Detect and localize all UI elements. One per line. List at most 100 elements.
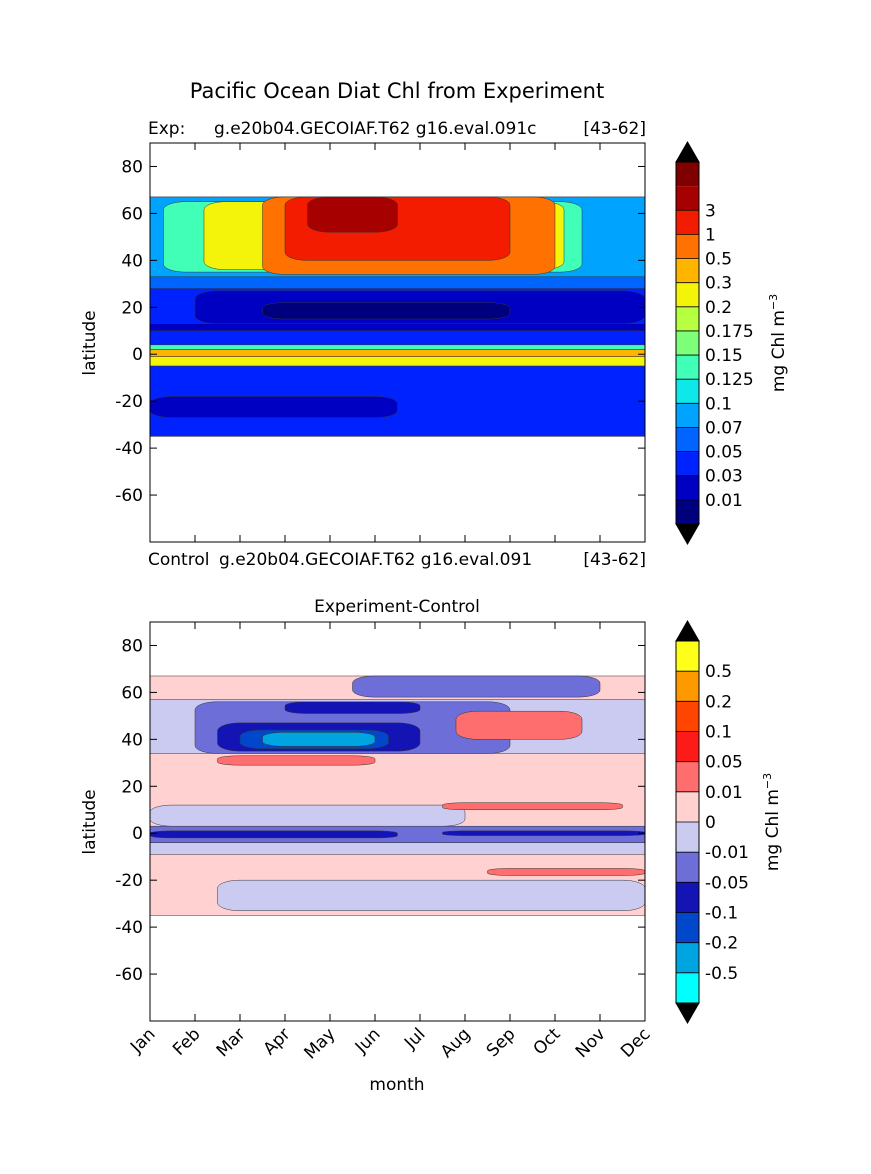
bottom-x-tick-label: Jan xyxy=(126,1024,159,1057)
bottom-colorbar-tick-label: 0.5 xyxy=(705,662,732,682)
bottom-colorbar-tick-label: -0.5 xyxy=(705,964,738,984)
bottom-colorbar-tick-label: -0.1 xyxy=(705,904,738,924)
top-y-tick-label: 20 xyxy=(121,298,143,318)
top-y-tick-label: -60 xyxy=(115,486,143,506)
top-contour-region xyxy=(262,302,511,320)
top-colorbar-swatch xyxy=(676,475,699,500)
bottom-contour-region xyxy=(150,830,398,839)
top-y-tick-label: -40 xyxy=(115,439,143,459)
bottom-colorbar-tick-label: 0.2 xyxy=(705,692,732,712)
top-y-tick-label: 40 xyxy=(121,251,143,271)
top-subtitle-center: g.e20b04.GECOIAF.T62 g16.eval.091c xyxy=(214,119,536,139)
top-colorbar-tick-label: 0.5 xyxy=(705,250,732,270)
bottom-x-tick-label: Oct xyxy=(530,1024,565,1059)
bottom-contour-region xyxy=(217,755,376,766)
top-y-axis-label: latitude xyxy=(80,310,100,375)
bottom-y-tick-label: -60 xyxy=(115,965,143,985)
top-plot-frame xyxy=(149,142,646,543)
bottom-colorbar-swatch xyxy=(676,852,699,883)
bottom-colorbar-tick-label: 0.05 xyxy=(705,753,743,773)
top-colorbar-swatch xyxy=(676,330,699,356)
bottom-contour-region xyxy=(352,675,601,698)
bottom-contour-region xyxy=(150,804,466,827)
bottom-colorbar-swatch xyxy=(676,822,699,853)
bottom-y-tick-label: -20 xyxy=(115,871,143,891)
top-colorbar-swatch xyxy=(676,355,699,380)
bottom-colorbar-swatch xyxy=(676,671,699,702)
top-colorbar-label: mg Chl m−3 xyxy=(767,294,789,392)
top-colorbar-swatch xyxy=(676,427,699,452)
top-colorbar-under-arrow xyxy=(675,523,700,546)
top-colorbar: 0.01 0.03 0.05 0.07 0.1 0.125 0.15 0.175 0.2 0.3 0… xyxy=(675,140,754,546)
bottom-x-tick-label: Feb xyxy=(169,1024,204,1059)
bottom-colorbar-swatch xyxy=(676,882,699,913)
top-colorbar-swatch xyxy=(676,379,699,404)
top-contour-region xyxy=(150,356,645,367)
bottom-colorbar-swatch xyxy=(676,701,699,732)
top-colorbar-tick-label: 0.07 xyxy=(705,418,743,438)
bottom-x-tick-label: May xyxy=(301,1024,340,1063)
top-colorbar-swatch xyxy=(676,451,699,476)
top-y-tick-label: -20 xyxy=(115,392,143,412)
top-colorbar-swatch xyxy=(676,234,699,259)
bottom-x-tick-label: Apr xyxy=(260,1024,295,1059)
bottom-contour-region xyxy=(262,732,376,747)
top-contour-region xyxy=(150,396,398,418)
top-colorbar-tick-label: 0.1 xyxy=(705,394,732,414)
bottom-colorbar-tick-label: -0.05 xyxy=(705,873,749,893)
top-colorbar-swatch xyxy=(676,499,699,524)
bottom-panel-title: Experiment-Control xyxy=(314,597,480,617)
top-contour-region xyxy=(150,344,645,350)
bottom-colorbar-tick-label: -0.2 xyxy=(705,934,738,954)
top-colorbar-frame xyxy=(675,161,700,525)
bottom-x-tick-label: Nov xyxy=(572,1024,610,1062)
bottom-contour-region xyxy=(442,830,645,836)
bottom-x-tick-label: Aug xyxy=(437,1024,475,1062)
top-colorbar-swatch xyxy=(676,282,699,307)
bottom-colorbar-tick-label: 0.01 xyxy=(705,783,743,803)
top-contour-region xyxy=(150,365,645,390)
bottom-colorbar-swatch xyxy=(676,641,699,672)
bottom-y-tick-label: 0 xyxy=(132,824,143,844)
bottom-x-axis-label: month xyxy=(369,1075,424,1095)
top-panel: Exp: g.e20b04.GECOIAF.T62 g16.eval.091c … xyxy=(80,119,789,570)
bottom-contour-region xyxy=(217,879,645,911)
bottom-colorbar-label-exponent: −3 xyxy=(761,773,774,789)
top-colorbar-tick-label: 0.175 xyxy=(705,322,754,342)
top-colorbar-label-exponent: −3 xyxy=(767,294,780,310)
bottom-colorbar-swatch xyxy=(676,972,699,1003)
bottom-contour-region xyxy=(487,868,645,876)
bottom-colorbar-swatch xyxy=(676,761,699,792)
top-bottom-center-label: g.e20b04.GECOIAF.T62 g16.eval.091 xyxy=(219,550,532,570)
bottom-x-tick-label: Sep xyxy=(483,1024,520,1061)
bottom-y-tick-label: 40 xyxy=(121,730,143,750)
top-subtitle-right: [43-62] xyxy=(583,119,646,139)
top-colorbar-swatch xyxy=(676,186,699,211)
bottom-contour-region xyxy=(442,802,623,811)
top-colorbar-swatch xyxy=(676,258,699,283)
bottom-colorbar-over-arrow xyxy=(675,619,700,642)
top-colorbar-tick-label: 3 xyxy=(705,201,716,221)
bottom-colorbar-tick-label: 0 xyxy=(705,813,716,833)
bottom-colorbar-swatch xyxy=(676,731,699,762)
bottom-y-axis: 80 60 40 20 0 -20 -40 -60 xyxy=(115,636,645,985)
bottom-y-axis-label: latitude xyxy=(80,789,100,854)
bottom-colorbar-swatch xyxy=(676,912,699,943)
bottom-y-tick-label: 60 xyxy=(121,683,143,703)
top-colorbar-tick-label: 0.2 xyxy=(705,298,732,318)
bottom-colorbar-swatch xyxy=(676,791,699,822)
top-y-tick-label: 0 xyxy=(132,345,143,365)
bottom-contour-region xyxy=(150,842,645,855)
top-colorbar-tick-label: 0.3 xyxy=(705,274,732,294)
top-subtitle-left: Exp: xyxy=(148,119,185,139)
bottom-panel: Experiment-Control 80 60 40 20 0 -20 -40 -60 Ja… xyxy=(80,597,783,1095)
bottom-y-tick-label: 80 xyxy=(121,636,143,656)
top-colorbar-swatch xyxy=(676,162,699,187)
bottom-x-tick-label: Dec xyxy=(617,1024,654,1061)
top-colorbar-swatch xyxy=(676,210,699,235)
top-colorbar-over-arrow xyxy=(675,140,700,163)
bottom-x-tick-label: Mar xyxy=(213,1024,250,1061)
top-bottom-right-label: [43-62] xyxy=(583,550,646,570)
bottom-plot-frame xyxy=(149,621,646,1022)
